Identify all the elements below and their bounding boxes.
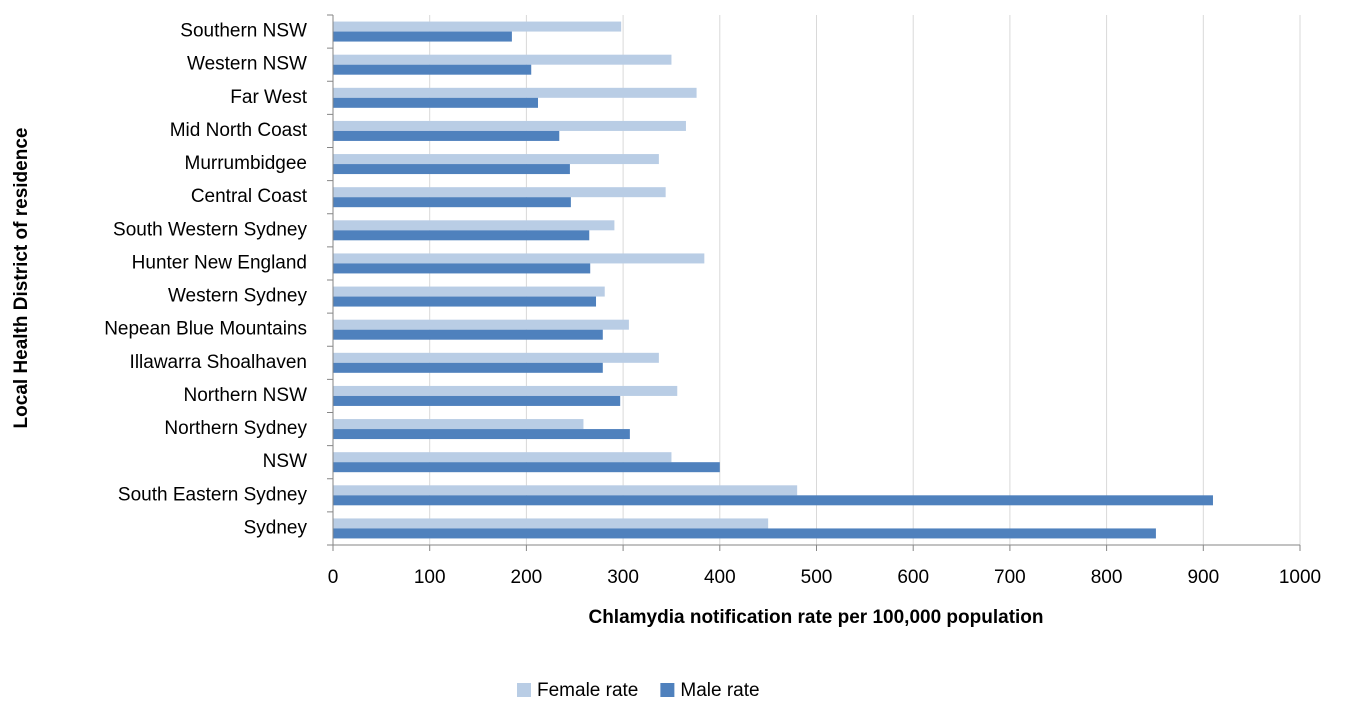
y-tick-label: Western Sydney	[168, 286, 308, 307]
x-tick-label: 700	[994, 567, 1026, 588]
y-axis-title: Local Health District of residence	[11, 128, 32, 429]
legend-label: Male rate	[680, 680, 759, 701]
bar	[333, 97, 539, 108]
y-tick-label: Central Coast	[191, 186, 308, 207]
bar	[333, 21, 622, 32]
y-tick-label: Western NSW	[187, 54, 307, 75]
x-tick-label: 400	[704, 567, 736, 588]
x-tick-label: 300	[607, 567, 639, 588]
bar	[333, 87, 697, 98]
bar	[333, 230, 590, 241]
x-tick-label: 900	[1187, 567, 1219, 588]
y-tick-label: Illawarra Shoalhaven	[130, 352, 307, 373]
x-tick-label: 1000	[1279, 567, 1321, 588]
bar	[333, 485, 798, 496]
bar	[333, 462, 720, 473]
y-tick-label: South Eastern Sydney	[118, 484, 308, 505]
bar	[333, 54, 672, 65]
y-tick-label: Southern NSW	[180, 21, 307, 42]
bar	[333, 263, 591, 274]
bar	[333, 352, 659, 363]
bar	[333, 197, 571, 208]
bar	[333, 395, 621, 406]
x-tick-label: 0	[328, 567, 339, 588]
bar	[333, 31, 512, 42]
bar	[333, 130, 560, 141]
bar	[333, 286, 605, 297]
bar	[333, 319, 629, 330]
bar	[333, 419, 584, 430]
y-tick-label: Nepean Blue Mountains	[104, 319, 307, 340]
legend-label: Female rate	[537, 680, 638, 701]
y-tick-label: Hunter New England	[132, 252, 307, 273]
bar	[333, 495, 1213, 506]
bar	[333, 385, 678, 396]
x-tick-label: 100	[414, 567, 446, 588]
bar	[333, 518, 769, 529]
bar	[333, 154, 659, 165]
y-tick-label: NSW	[263, 451, 307, 472]
legend-swatch	[517, 683, 531, 697]
y-tick-label: Mid North Coast	[170, 120, 308, 141]
bar	[333, 220, 615, 231]
y-tick-label: Sydney	[244, 517, 308, 538]
bar	[333, 164, 570, 175]
bar	[333, 296, 597, 307]
y-tick-label: South Western Sydney	[113, 219, 307, 240]
y-tick-label: Murrumbidgee	[185, 153, 308, 174]
bar	[333, 329, 603, 340]
bar	[333, 452, 672, 463]
y-tick-label: Far West	[230, 87, 307, 108]
x-tick-label: 200	[511, 567, 543, 588]
bar	[333, 187, 666, 198]
bar	[333, 253, 705, 264]
bar	[333, 528, 1156, 539]
y-tick-label: Northern Sydney	[164, 418, 307, 439]
y-tick-label: Northern NSW	[183, 385, 307, 406]
bar	[333, 429, 630, 440]
x-tick-label: 800	[1091, 567, 1123, 588]
bar	[333, 120, 686, 131]
x-tick-label: 500	[801, 567, 833, 588]
legend-swatch	[660, 683, 675, 697]
x-tick-label: 600	[897, 567, 929, 588]
bar	[333, 64, 532, 75]
x-axis-title: Chlamydia notification rate per 100,000 …	[588, 607, 1043, 628]
bar	[333, 362, 603, 373]
